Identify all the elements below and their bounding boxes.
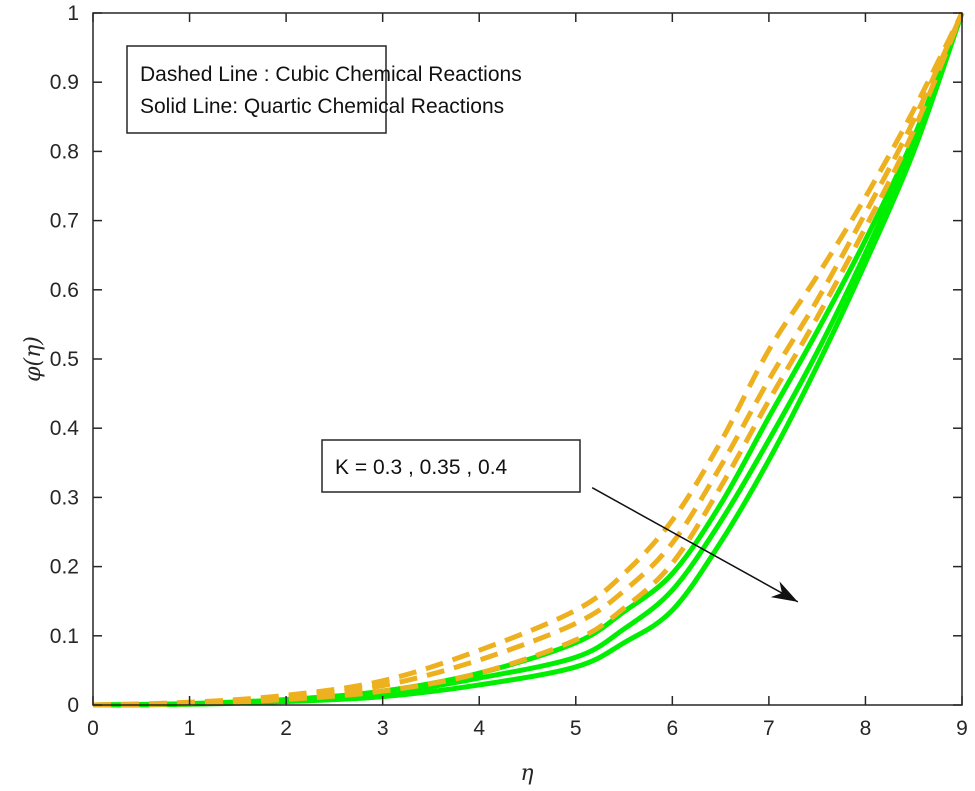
x-tick-label: 9 <box>956 717 968 740</box>
y-axis-label: φ(η) <box>21 336 46 382</box>
x-tick-label: 0 <box>87 717 99 740</box>
x-tick-label: 7 <box>763 717 775 740</box>
y-tick-label: 0.1 <box>50 625 79 648</box>
y-tick-label: 0.2 <box>50 556 79 579</box>
ticks-layer: 0 1 2 3 4 5 6 7 8 9 0 0.1 0.2 0.3 0.4 0.5 0.6 0.7 0.8 0.9 1 <box>50 2 968 740</box>
legend-line-1: Dashed Line : Cubic Chemical Reactions <box>140 63 522 86</box>
x-tick-label: 2 <box>280 717 292 740</box>
y-tick-label: 0.7 <box>50 210 79 233</box>
x-tick-label: 6 <box>666 717 678 740</box>
y-tick-label: 0.4 <box>50 417 80 440</box>
y-tick-label: 0.5 <box>50 348 79 371</box>
x-axis-label: η <box>520 761 533 786</box>
legend-box <box>126 45 387 134</box>
annotation: K = 0.3 , 0.35 , 0.4 <box>321 439 799 603</box>
x-tick-label: 5 <box>570 717 582 740</box>
x-tick-label: 1 <box>184 717 196 740</box>
y-tick-label: 0.9 <box>50 71 79 94</box>
y-tick-label: 0 <box>67 694 79 717</box>
annotation-box <box>321 439 581 493</box>
y-tick-label: 0.8 <box>50 140 79 163</box>
y-tick-label: 0.6 <box>50 279 79 302</box>
arrowhead-icon <box>770 581 798 602</box>
x-tick-label: 8 <box>860 717 872 740</box>
series-line-2 <box>92 12 965 708</box>
legend-line-2: Solid Line: Quartic Chemical Reactions <box>140 95 504 118</box>
y-tick-label: 1 <box>67 2 79 25</box>
curves-layer <box>92 11 965 708</box>
annotation-arrow <box>591 487 799 603</box>
legend: Dashed Line : Cubic Chemical Reactions S… <box>126 45 522 134</box>
x-tick-label: 3 <box>377 717 389 740</box>
annotation-text: K = 0.3 , 0.35 , 0.4 <box>335 456 508 479</box>
y-tick-label: 0.3 <box>50 486 79 509</box>
x-tick-label: 4 <box>473 717 485 740</box>
